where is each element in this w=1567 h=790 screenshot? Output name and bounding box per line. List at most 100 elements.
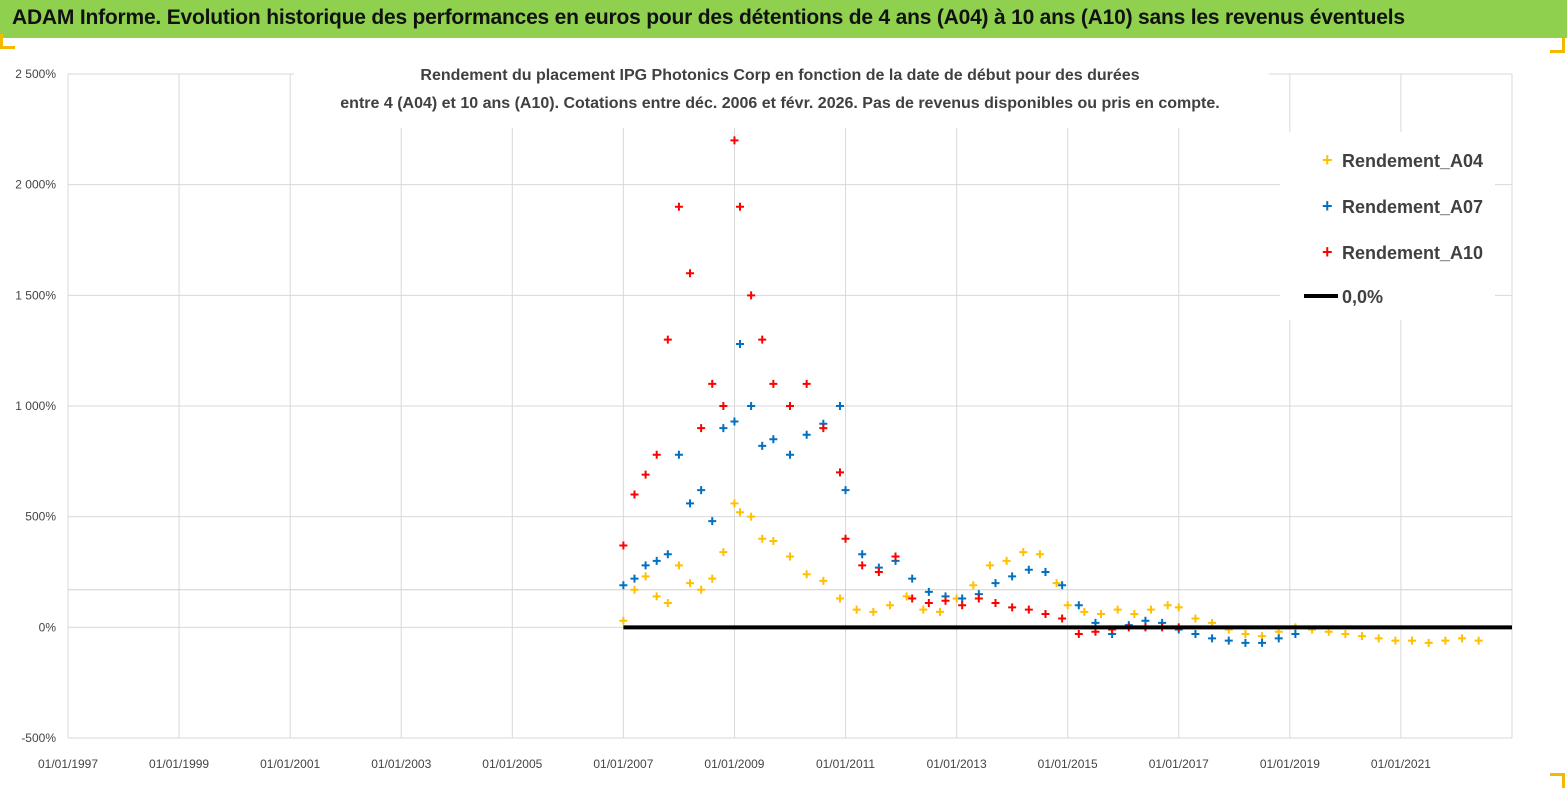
data-point xyxy=(1008,572,1017,581)
y-axis-ticks: 2 500% 2 000% 1 500% 1 000% 500% 0% -500% xyxy=(15,67,56,745)
x-tick-label: 01/01/2021 xyxy=(1371,757,1431,771)
data-point xyxy=(1163,601,1172,610)
data-point xyxy=(1074,601,1083,610)
x-tick-label: 01/01/2019 xyxy=(1260,757,1320,771)
x-axis-ticks: 01/01/1997 01/01/1999 01/01/2001 01/01/2003… xyxy=(38,757,1431,771)
data-point xyxy=(958,601,967,610)
data-point xyxy=(630,574,639,583)
data-point xyxy=(619,581,628,590)
data-point xyxy=(1174,603,1183,612)
series-layer xyxy=(619,136,1512,647)
data-point xyxy=(686,499,695,508)
data-point xyxy=(758,335,767,344)
data-point xyxy=(674,450,683,459)
data-point xyxy=(835,402,844,410)
chart-title-box xyxy=(294,62,1269,128)
data-point xyxy=(819,424,828,433)
data-point xyxy=(1058,581,1067,590)
data-point xyxy=(758,534,767,543)
data-point xyxy=(924,587,933,596)
data-point xyxy=(686,579,695,588)
data-point xyxy=(1224,636,1233,645)
y-tick-label: 2 500% xyxy=(15,67,56,81)
data-point xyxy=(1241,629,1250,638)
data-point xyxy=(630,490,639,499)
data-point xyxy=(736,340,745,349)
data-point xyxy=(663,598,672,607)
data-point xyxy=(697,424,706,433)
data-point xyxy=(736,202,745,211)
data-point xyxy=(697,585,706,594)
data-point xyxy=(802,379,811,388)
data-point xyxy=(919,605,928,614)
data-point xyxy=(730,136,739,145)
x-tick-label: 01/01/2011 xyxy=(816,757,875,771)
data-point xyxy=(935,607,944,616)
data-point xyxy=(758,441,767,450)
data-point xyxy=(924,598,933,607)
chart-title-line-2: entre 4 (A04) et 10 ans (A10). Cotations… xyxy=(340,95,1219,112)
data-point xyxy=(802,430,811,439)
data-point xyxy=(1002,556,1011,565)
data-point xyxy=(1024,565,1033,574)
data-point xyxy=(941,596,950,605)
data-point xyxy=(869,607,878,616)
legend-marker-a10: + xyxy=(1322,242,1333,262)
data-point xyxy=(747,402,756,410)
data-point xyxy=(663,550,672,559)
corner-mark-top-left xyxy=(0,34,15,49)
data-point xyxy=(819,576,828,585)
data-point xyxy=(908,574,917,583)
corner-mark-top-right xyxy=(1550,38,1565,53)
data-point xyxy=(708,574,717,583)
data-point xyxy=(1391,636,1400,645)
data-point xyxy=(1041,610,1050,619)
data-point xyxy=(802,570,811,579)
data-point xyxy=(652,450,661,459)
data-point xyxy=(619,541,628,550)
data-point xyxy=(686,269,695,278)
data-point xyxy=(1191,629,1200,638)
legend-marker-a07: + xyxy=(1322,196,1333,216)
data-point xyxy=(719,548,728,557)
x-tick-label: 01/01/2017 xyxy=(1149,757,1209,771)
x-tick-label: 01/01/2013 xyxy=(927,757,987,771)
x-tick-label: 01/01/2003 xyxy=(371,757,431,771)
data-point xyxy=(969,581,978,590)
x-tick-label: 01/01/1999 xyxy=(149,757,209,771)
y-tick-label: 1 500% xyxy=(15,288,56,302)
x-tick-label: 01/01/2001 xyxy=(260,757,320,771)
data-point xyxy=(1147,605,1155,614)
data-point xyxy=(697,486,706,495)
data-point xyxy=(902,592,911,601)
chart-legend: + Rendement_A04 + Rendement_A07 + Rendem… xyxy=(1280,132,1495,320)
data-point xyxy=(891,552,900,561)
data-point xyxy=(985,561,994,570)
series-rendement_a07 xyxy=(619,340,1300,647)
data-point xyxy=(1441,636,1450,645)
data-point xyxy=(1035,550,1044,559)
data-point xyxy=(1241,638,1250,647)
y-tick-label: 500% xyxy=(25,510,56,524)
data-point xyxy=(708,517,717,526)
data-point xyxy=(1191,614,1200,623)
data-point xyxy=(1052,579,1061,588)
data-point xyxy=(769,379,778,388)
data-point xyxy=(1291,629,1300,638)
data-point xyxy=(874,568,883,576)
x-tick-label: 01/01/2009 xyxy=(704,757,764,771)
data-point xyxy=(674,202,683,211)
legend-marker-a04: + xyxy=(1322,150,1333,170)
legend-label-a04: Rendement_A04 xyxy=(1342,151,1483,171)
y-tick-label: 0% xyxy=(39,620,57,634)
data-point xyxy=(1258,638,1267,647)
data-point xyxy=(1058,614,1067,623)
data-point xyxy=(1041,568,1050,576)
data-point xyxy=(1341,629,1350,638)
data-point xyxy=(1374,634,1383,643)
y-tick-label: 2 000% xyxy=(15,178,56,192)
data-point xyxy=(908,594,917,603)
data-point xyxy=(1274,634,1283,643)
data-point xyxy=(1063,601,1072,610)
page-title: ADAM Informe. Evolution historique des p… xyxy=(12,6,1405,29)
